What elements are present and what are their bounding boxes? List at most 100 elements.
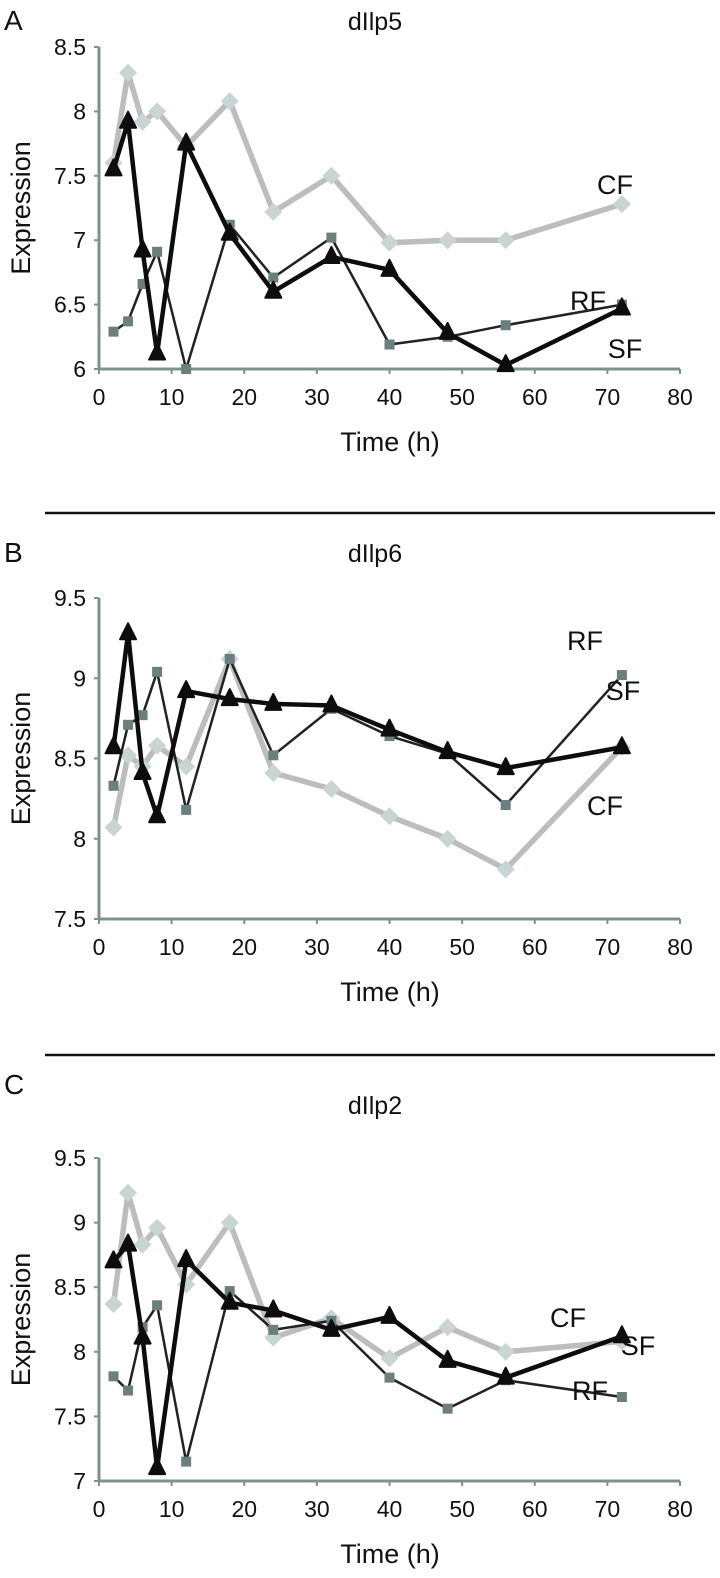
x-tick-label: 0	[93, 1496, 106, 1522]
data-point-sf	[612, 297, 631, 316]
data-point-sf	[496, 757, 515, 776]
data-point-cf	[133, 112, 152, 131]
y-tick-label: 8.5	[54, 1274, 86, 1300]
y-tick-label: 8.5	[54, 34, 86, 60]
data-point-cf	[104, 818, 123, 837]
x-tick-label: 10	[159, 384, 185, 410]
data-point-rf	[326, 232, 337, 243]
data-point-sf	[119, 622, 138, 641]
data-point-rf	[616, 670, 627, 681]
data-point-cf	[496, 1342, 515, 1361]
data-point-cf	[264, 763, 283, 782]
x-tick-label: 20	[231, 934, 257, 960]
data-point-rf	[181, 364, 192, 374]
data-point-rf	[181, 804, 192, 815]
data-point-sf	[119, 1233, 138, 1252]
data-point-cf	[104, 1294, 123, 1313]
data-point-rf	[108, 1371, 119, 1382]
data-point-sf	[322, 1318, 341, 1337]
data-point-sf	[322, 694, 341, 713]
x-tick-label: 0	[93, 384, 106, 410]
data-point-rf	[108, 780, 119, 791]
data-point-sf	[220, 222, 239, 241]
data-point-sf	[177, 132, 196, 151]
data-point-sf	[264, 1299, 283, 1318]
data-point-sf	[380, 258, 399, 277]
panel-letter: C	[4, 1069, 24, 1100]
y-tick-label: 9.5	[54, 585, 86, 611]
data-point-sf	[119, 110, 138, 129]
x-tick-label: 40	[377, 384, 403, 410]
data-point-rf	[384, 339, 395, 350]
data-point-sf	[496, 1366, 515, 1385]
data-point-sf	[264, 280, 283, 299]
y-tick-label: 9	[73, 665, 86, 691]
data-point-cf	[148, 1218, 167, 1237]
series-sf: SF	[104, 1233, 655, 1476]
panel-letter: B	[4, 537, 23, 568]
y-tick-label: 7.5	[54, 163, 86, 189]
y-tick-label: 6.5	[54, 292, 86, 318]
series-label-sf: SF	[608, 334, 643, 364]
x-tick-label: 40	[377, 934, 403, 960]
x-tick-label: 70	[595, 1496, 621, 1522]
series-label-sf: SF	[606, 676, 641, 706]
x-tick-label: 50	[449, 384, 475, 410]
y-tick-label: 8	[73, 1339, 86, 1365]
series-label-rf: RF	[572, 1376, 608, 1406]
data-point-sf	[380, 718, 399, 737]
data-point-rf	[268, 1324, 279, 1335]
y-tick-label: 8.5	[54, 746, 86, 772]
data-point-rf	[152, 246, 163, 257]
x-tick-label: 20	[231, 1496, 257, 1522]
data-point-sf	[133, 761, 152, 780]
data-point-rf	[123, 719, 134, 730]
x-tick-label: 80	[667, 934, 693, 960]
data-point-rf	[137, 278, 148, 289]
data-point-sf	[438, 321, 457, 340]
x-tick-label: 80	[667, 384, 693, 410]
data-point-rf	[616, 1392, 627, 1403]
y-tick-label: 9	[73, 1210, 86, 1236]
data-point-sf	[438, 741, 457, 760]
data-point-cf	[119, 63, 138, 82]
data-point-rf	[224, 1286, 235, 1297]
y-tick-label: 7	[73, 227, 86, 253]
x-tick-label: 80	[667, 1496, 693, 1522]
data-point-cf	[148, 102, 167, 121]
data-point-sf	[220, 1291, 239, 1310]
x-tick-label: 30	[304, 1496, 330, 1522]
data-point-rf	[224, 653, 235, 664]
data-point-cf	[380, 807, 399, 826]
data-point-cf	[380, 233, 399, 252]
data-point-cf	[322, 779, 341, 798]
data-point-sf	[177, 1249, 196, 1268]
data-point-cf	[438, 231, 457, 250]
data-point-cf	[612, 195, 631, 214]
data-point-cf	[133, 1235, 152, 1254]
data-point-sf	[612, 1325, 631, 1344]
data-point-sf	[496, 354, 515, 373]
series-sf: SF	[104, 110, 643, 373]
y-axis-label: Expression	[6, 692, 36, 826]
series-line-cf	[110, 70, 623, 246]
series-label-cf: CF	[587, 791, 623, 821]
data-point-cf	[496, 860, 515, 879]
data-point-sf	[133, 239, 152, 258]
data-point-rf	[181, 1456, 192, 1467]
data-point-sf	[438, 1349, 457, 1368]
data-point-rf	[152, 666, 163, 677]
x-axis-label: Time (h)	[340, 427, 440, 457]
data-point-rf	[442, 1403, 453, 1414]
series-rf: RF	[108, 219, 627, 374]
y-tick-label: 9.5	[54, 1145, 86, 1171]
data-point-sf	[380, 1305, 399, 1324]
data-point-rf	[500, 800, 511, 811]
data-point-rf	[123, 316, 134, 327]
y-tick-label: 8	[73, 98, 86, 124]
series-label-rf: RF	[567, 626, 603, 656]
chart-title: dIlp6	[348, 540, 402, 568]
